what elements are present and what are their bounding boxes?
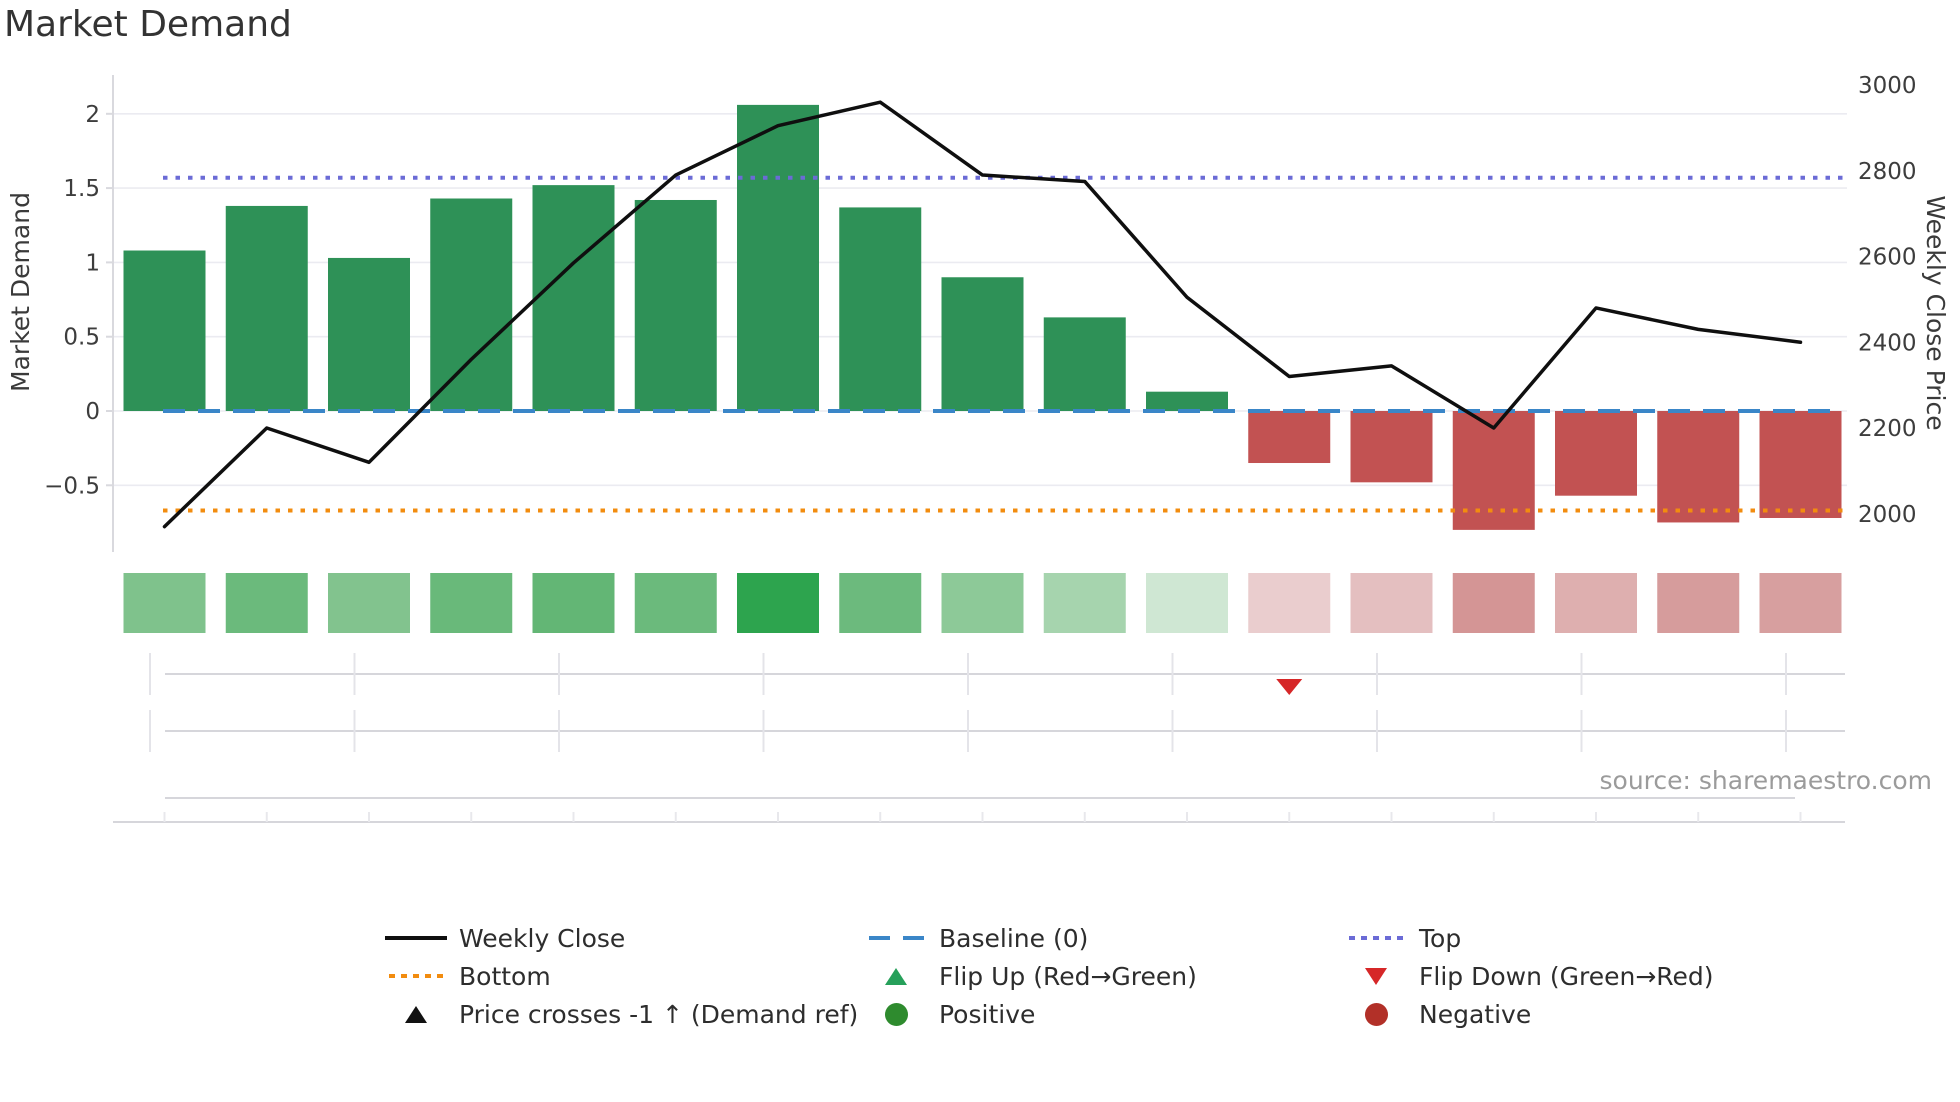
demand-bar-negative [1759,411,1842,518]
heatmap-cell [225,573,308,633]
heatmap-cell [737,573,819,633]
demand-bar-positive [1043,317,1126,411]
legend-item[interactable]: Positive [863,996,1035,1032]
left-tick-label: −0.5 [44,473,100,499]
legend-label: Flip Up (Red→Green) [939,961,1197,991]
legend-label: Baseline (0) [939,923,1089,953]
left-tick-label: 1.5 [63,176,100,202]
legend-swatch-line-solid-icon [383,936,449,940]
heatmap-cell [634,573,717,633]
demand-bar-negative [1657,411,1740,523]
demand-bar-positive [430,198,513,411]
left-tick-label: 0 [85,399,100,425]
right-tick-label: 2400 [1858,330,1917,356]
heatmap-cell [430,573,513,633]
source-note: source: sharemaestro.com [1599,766,1933,795]
legend-item[interactable]: Negative [1343,996,1531,1032]
legend-item[interactable]: Bottom [383,958,551,994]
heatmap-cell [1146,573,1228,633]
left-tick-label: 1 [85,250,100,276]
left-tick-label: 0.5 [63,325,100,351]
demand-bar-positive [1146,391,1228,411]
demand-bar-positive [941,277,1024,411]
legend-label: Negative [1419,999,1532,1029]
legend-swatch-line-dashed-icon [863,936,929,940]
weekly-close-line [162,100,1803,529]
legend-item[interactable]: Flip Up (Red→Green) [863,958,1197,994]
legend-label: Bottom [459,961,551,991]
heatmap-cell [1043,573,1126,633]
demand-bar-negative [1555,411,1637,496]
demand-bar-positive [123,250,206,411]
legend-label: Top [1419,923,1462,953]
legend-swatch-line-dotted-icon [383,974,449,978]
heatmap-cell [532,573,615,633]
left-tick-label: 2 [85,102,100,128]
demand-bar-positive [328,257,410,411]
legend-item[interactable]: Price crosses -1 ↑ (Demand ref) [383,996,858,1032]
heatmap-cell [1555,573,1637,633]
legend-label: Price crosses -1 ↑ (Demand ref) [459,999,859,1029]
demand-bar-positive [532,185,615,411]
heatmap-cell [1248,573,1331,633]
right-tick-label: 2600 [1858,245,1917,271]
legend-label: Flip Down (Green→Red) [1419,961,1714,991]
right-tick-label: 2000 [1858,502,1917,528]
legend-swatch-circle-icon [863,1002,929,1026]
demand-bar-positive [634,199,717,411]
right-tick-label: 2200 [1858,416,1917,442]
legend-item[interactable]: Weekly Close [383,920,625,956]
flip-down-marker [1276,679,1303,695]
heatmap-cell [1350,573,1433,633]
heatmap-cell [1452,573,1535,633]
legend-swatch-triangle-up-icon [863,967,929,985]
main-chart: 2 1.5 1 0.5 0 −0.5 3000 2800 2600 2400 2200 2000 [44,73,1917,823]
legend: Weekly Close Baseline (0) Top Bottom Flip Up… [0,920,1960,1050]
heatmap-cell [941,573,1024,633]
right-tick-label: 3000 [1858,73,1917,99]
heatmap-cell [839,573,922,633]
heatmap-cell [328,573,410,633]
legend-label: Weekly Close [459,923,626,953]
legend-item[interactable]: Baseline (0) [863,920,1088,956]
demand-bar-negative [1248,411,1331,464]
heatmap-cell [1657,573,1740,633]
heatmap-cell [123,573,206,633]
demand-bar-positive [737,104,819,411]
heatmap-cell [1759,573,1842,633]
right-tick-label: 2800 [1858,159,1917,185]
legend-item[interactable]: Top [1343,920,1461,956]
legend-swatch-circle-icon [1343,1002,1409,1026]
demand-bar-positive [839,207,922,411]
page-title: Market Demand [4,4,292,45]
demand-bar-negative [1350,411,1433,483]
legend-item[interactable]: Flip Down (Green→Red) [1343,958,1714,994]
demand-bar-positive [225,205,308,411]
legend-swatch-triangle-down-icon [1343,967,1409,985]
legend-swatch-line-dotted-icon [1343,936,1409,940]
legend-label: Positive [939,999,1036,1029]
legend-swatch-triangle-up-icon [383,1005,449,1023]
